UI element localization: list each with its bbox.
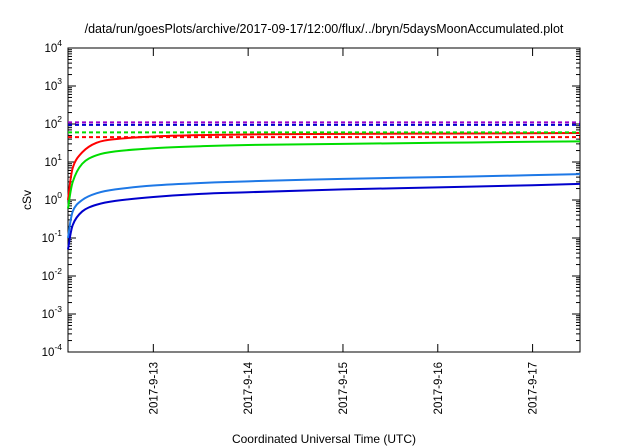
- y-tick-label: 101: [44, 152, 62, 169]
- x-tick-label: 2017-9-13: [148, 362, 160, 414]
- y-tick-label: 103: [44, 76, 62, 93]
- axis-ticks: 10-4 10-3 10-2 10-1 100 101 102 103 104 2017-9-13…: [42, 38, 580, 414]
- x-tick-label: 2017-9-16: [433, 362, 445, 414]
- y-tick-label: 10-2: [42, 266, 63, 283]
- x-axis-label: Coordinated Universal Time (UTC): [232, 432, 416, 446]
- chart-title: /data/run/goesPlots/archive/2017-09-17/1…: [85, 22, 564, 36]
- series-layer: [67, 121, 581, 250]
- y-tick-label: 10-3: [42, 304, 63, 321]
- y-tick-label: 104: [44, 38, 62, 55]
- y-axis-label: cSv: [20, 190, 34, 210]
- x-tick-label: 2017-9-17: [528, 362, 540, 414]
- series-line-1: [67, 131, 581, 201]
- series-line-2: [67, 140, 581, 209]
- y-tick-label: 100: [44, 190, 62, 207]
- x-tick-label: 2017-9-15: [338, 362, 350, 414]
- y-tick-label: 102: [44, 114, 62, 131]
- y-tick-label: 10-1: [42, 228, 63, 245]
- y-tick-label: 10-4: [42, 342, 63, 359]
- plot-frame: [67, 47, 581, 353]
- series-line-3: [67, 173, 581, 239]
- series-line-4: [67, 182, 581, 250]
- x-tick-label: 2017-9-14: [243, 361, 255, 414]
